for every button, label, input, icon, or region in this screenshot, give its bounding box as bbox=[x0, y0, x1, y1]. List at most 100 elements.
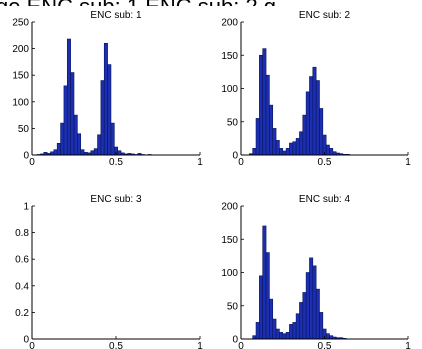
histogram-bar bbox=[275, 140, 280, 156]
histogram-bar bbox=[285, 148, 290, 156]
histogram-bar bbox=[73, 114, 78, 156]
x-tick-label: 1 bbox=[197, 157, 203, 168]
histogram-bar bbox=[289, 142, 294, 156]
x-tick-label: 0 bbox=[29, 157, 35, 168]
histogram-bar bbox=[269, 298, 274, 340]
x-tick-label: 0.5 bbox=[109, 157, 123, 168]
y-tick-label: 200 bbox=[12, 44, 29, 55]
y-tick-label: 200 bbox=[221, 18, 238, 29]
histogram-bar bbox=[302, 292, 307, 340]
histogram-bar bbox=[309, 257, 314, 340]
histogram-bar bbox=[292, 322, 297, 340]
y-tick-label: 0 bbox=[232, 151, 238, 162]
x-tick-label: 0.5 bbox=[318, 341, 332, 349]
histogram-bar bbox=[269, 104, 274, 156]
histogram-bar bbox=[262, 225, 267, 340]
histogram-bar bbox=[302, 114, 307, 156]
y-tick-label: 50 bbox=[227, 117, 239, 128]
histogram-bar bbox=[100, 80, 105, 156]
histogram-bar bbox=[329, 148, 334, 156]
histogram-bar bbox=[299, 131, 304, 156]
histogram-bar bbox=[255, 118, 260, 156]
x-tick-label: 0 bbox=[238, 341, 244, 349]
y-tick-label: 1 bbox=[23, 202, 29, 213]
y-tick-label: 0.6 bbox=[15, 255, 29, 266]
histogram-bar bbox=[262, 48, 267, 156]
histogram-bar bbox=[93, 148, 98, 156]
histogram-bar bbox=[282, 333, 287, 340]
histogram-bar bbox=[265, 74, 270, 156]
subplot-title: ENC sub: 3 bbox=[90, 194, 142, 205]
y-tick-label: 50 bbox=[18, 124, 30, 135]
histogram-bar bbox=[103, 42, 108, 156]
histogram-bar bbox=[292, 141, 297, 156]
histogram-bar bbox=[279, 148, 284, 156]
y-tick-label: 100 bbox=[221, 268, 238, 279]
subplot-2: ENC sub: 2 0 50 100 150 200 0 0.5 1 bbox=[221, 10, 411, 168]
x-tick-label: 0.5 bbox=[318, 157, 332, 168]
y-tick-label: 150 bbox=[221, 235, 238, 246]
histogram-bar bbox=[117, 150, 122, 156]
histogram-bar bbox=[272, 128, 277, 156]
subplot-3: ENC sub: 3 0 0.2 0.4 0.6 0.8 1 0 0.5 1 bbox=[15, 194, 203, 349]
histogram-bar bbox=[66, 38, 71, 156]
y-tick-label: 100 bbox=[12, 97, 29, 108]
x-tick-label: 1 bbox=[405, 341, 411, 349]
y-tick-label: 0 bbox=[23, 335, 29, 346]
histogram-bar bbox=[255, 322, 260, 340]
histogram-bar bbox=[299, 302, 304, 340]
y-tick-label: 150 bbox=[12, 71, 29, 82]
histogram-bar bbox=[252, 148, 257, 156]
histogram-bar bbox=[63, 85, 68, 156]
histogram-bar bbox=[107, 64, 112, 156]
histogram-bar bbox=[77, 133, 82, 156]
histogram-bar bbox=[315, 288, 320, 340]
histogram-bar bbox=[70, 72, 75, 156]
x-tick-label: 0.5 bbox=[109, 341, 123, 349]
subplot-1: ENC sub: 1 0 50 100 150 200 250 0 0.5 1 bbox=[12, 10, 203, 168]
histogram-bar bbox=[315, 80, 320, 156]
histogram-bar bbox=[289, 324, 294, 340]
y-tick-label: 0.8 bbox=[15, 228, 29, 239]
histogram-bar bbox=[305, 91, 310, 156]
histogram-bar bbox=[312, 66, 317, 156]
histogram-bar bbox=[259, 54, 264, 156]
histogram-bar bbox=[90, 150, 95, 156]
x-tick-label: 0 bbox=[29, 341, 35, 349]
histogram-bar bbox=[272, 318, 277, 340]
y-tick-label: 100 bbox=[221, 84, 238, 95]
histogram-bar bbox=[319, 108, 324, 156]
y-tick-label: 0.2 bbox=[15, 308, 29, 319]
histogram-bar bbox=[275, 328, 280, 340]
histogram-bar bbox=[60, 122, 65, 156]
histogram-bar bbox=[56, 143, 61, 156]
histogram-bar bbox=[305, 272, 310, 340]
y-tick-label: 150 bbox=[221, 51, 238, 62]
y-tick-label: 0 bbox=[232, 335, 238, 346]
histogram-bar bbox=[97, 134, 102, 156]
y-tick-label: 0.4 bbox=[15, 281, 29, 292]
y-tick-label: 250 bbox=[12, 18, 29, 29]
histogram-bar bbox=[259, 275, 264, 340]
subplot-title: ENC sub: 1 bbox=[90, 10, 142, 21]
histogram-bar bbox=[325, 333, 330, 340]
subplot-title: ENC sub: 2 bbox=[299, 10, 351, 21]
subplot-4: ENC sub: 4 0 50 100 150 200 0 0.5 1 bbox=[221, 194, 411, 349]
histogram-bar bbox=[295, 138, 300, 156]
subplot-title: ENC sub: 4 bbox=[299, 194, 351, 205]
cropped-header-text: ge ENC sub: 1 ENC sub: 2 g bbox=[0, 0, 276, 19]
histogram-bar bbox=[265, 252, 270, 340]
histogram-bar bbox=[285, 332, 290, 340]
histogram-bar bbox=[282, 150, 287, 156]
histogram-bar bbox=[319, 312, 324, 340]
y-tick-label: 50 bbox=[227, 301, 239, 312]
histogram-bar bbox=[53, 149, 58, 156]
histogram-bar bbox=[80, 149, 85, 156]
histogram-bar bbox=[295, 313, 300, 340]
histogram-bar bbox=[312, 265, 317, 340]
x-tick-label: 0 bbox=[238, 157, 244, 168]
histogram-bar bbox=[110, 122, 115, 156]
y-tick-label: 0 bbox=[23, 151, 29, 162]
